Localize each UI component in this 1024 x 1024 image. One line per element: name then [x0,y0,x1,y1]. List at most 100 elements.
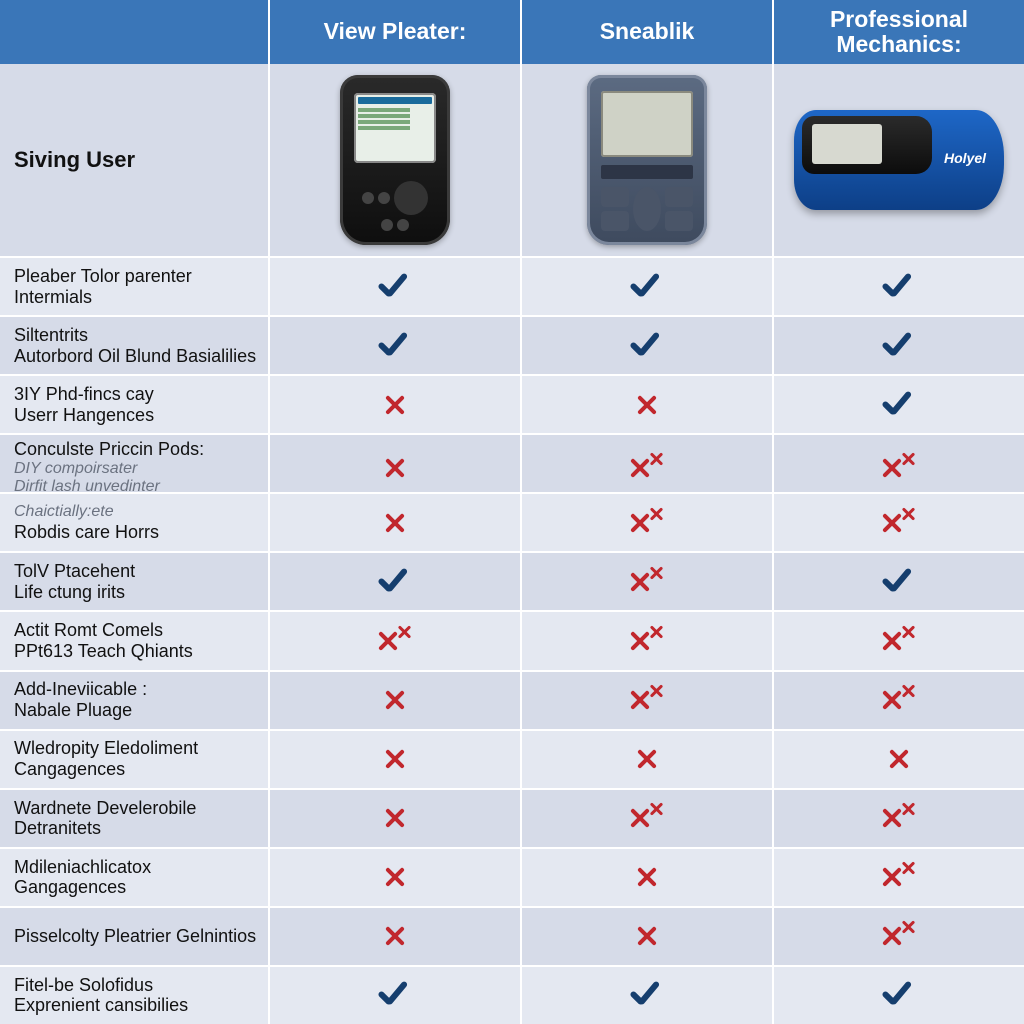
feature-cell [268,906,520,965]
cross-icon [629,512,665,534]
feature-label: Add-Ineviicable :Nabale Pluage [0,670,268,729]
table-row: Conculste Priccin Pods:DIY compoirsaterD… [0,433,1024,492]
check-icon [376,980,414,1010]
cross-icon [384,394,406,416]
cross-icon [636,866,658,888]
cross-icon [629,571,665,593]
feature-cell [772,729,1024,788]
table-row: TolV PtacehentLife ctung irits [0,551,1024,610]
check-icon [880,567,918,597]
check-icon [376,272,414,302]
feature-label: Wledropity Eledoliment Cangagences [0,729,268,788]
table-row: Fitel-be SolofidusExprenient cansibilies [0,965,1024,1024]
header-row: View Pleater: Sneablik Professional Mech… [0,0,1024,64]
cross-icon [384,866,406,888]
cross-icon [629,630,665,652]
feature-cell [772,374,1024,433]
cross-icon [881,457,917,479]
table-row: Chaictially:eteRobdis care Horrs [0,492,1024,551]
table-row: Add-Ineviicable :Nabale Pluage [0,670,1024,729]
cross-icon [384,457,406,479]
feature-rows: Pleaber Tolor parenter IntermialsSiltent… [0,256,1024,1024]
feature-cell [520,610,772,669]
cross-icon [881,925,917,947]
cross-icon [384,689,406,711]
device-1-image [340,75,450,245]
feature-cell [772,610,1024,669]
device-cell-1 [268,64,520,256]
table-row: SiltentritsAutorbord Oil Blund Basialili… [0,315,1024,374]
image-row: Siving User Holyel [0,64,1024,256]
feature-label: 3IY Phd-fincs cayUserr Hangences [0,374,268,433]
feature-cell [520,315,772,374]
check-icon [376,567,414,597]
table-row: Pleaber Tolor parenter Intermials [0,256,1024,315]
feature-label: Chaictially:eteRobdis care Horrs [0,492,268,551]
row-label: Siving User [0,64,268,256]
feature-label: Mdileniachlicatox Gangagences [0,847,268,906]
cross-icon [881,630,917,652]
feature-cell [520,788,772,847]
check-icon [628,272,666,302]
feature-cell [520,670,772,729]
comparison-table: View Pleater: Sneablik Professional Mech… [0,0,1024,1024]
table-row: Mdileniachlicatox Gangagences [0,847,1024,906]
check-icon [628,331,666,361]
feature-label: Actit Romt ComelsPPt613 Teach Qhiants [0,610,268,669]
feature-cell [772,433,1024,500]
check-icon [880,272,918,302]
cross-icon [881,689,917,711]
feature-cell [520,906,772,965]
check-icon [880,331,918,361]
cross-icon [629,689,665,711]
feature-cell [268,256,520,315]
feature-cell [772,551,1024,610]
table-row: 3IY Phd-fincs cayUserr Hangences [0,374,1024,433]
cross-icon [881,866,917,888]
check-icon [376,331,414,361]
feature-cell [268,551,520,610]
feature-label: Conculste Priccin Pods:DIY compoirsaterD… [0,433,268,500]
cross-icon [881,807,917,829]
cross-icon [377,630,413,652]
cross-icon [384,748,406,770]
feature-cell [268,610,520,669]
check-icon [880,390,918,420]
header-blank [0,0,268,64]
cross-icon [888,748,910,770]
table-row: Pisselcolty Pleatrier Gelnintios [0,906,1024,965]
feature-cell [268,433,520,500]
feature-label: Pisselcolty Pleatrier Gelnintios [0,906,268,965]
device-cell-2 [520,64,772,256]
feature-cell [520,847,772,906]
header-col-1: View Pleater: [268,0,520,64]
feature-label: TolV PtacehentLife ctung irits [0,551,268,610]
cross-icon [636,748,658,770]
feature-cell [268,374,520,433]
cross-icon [629,807,665,829]
feature-cell [268,729,520,788]
feature-cell [772,906,1024,965]
device-3-image: Holyel [794,110,1004,210]
feature-cell [520,965,772,1024]
feature-label: SiltentritsAutorbord Oil Blund Basialili… [0,315,268,374]
cross-icon [384,807,406,829]
feature-cell [772,965,1024,1024]
feature-cell [772,256,1024,315]
feature-cell [520,374,772,433]
feature-label: Fitel-be SolofidusExprenient cansibilies [0,965,268,1024]
cross-icon [384,925,406,947]
feature-cell [772,788,1024,847]
header-col-3: Professional Mechanics: [772,0,1024,64]
device-cell-3: Holyel [772,64,1024,256]
feature-cell [520,256,772,315]
table-row: Actit Romt ComelsPPt613 Teach Qhiants [0,610,1024,669]
table-row: Wledropity Eledoliment Cangagences [0,729,1024,788]
check-icon [880,980,918,1010]
feature-cell [268,492,520,551]
feature-cell [772,670,1024,729]
device-3-logo: Holyel [944,150,986,166]
feature-cell [268,315,520,374]
cross-icon [629,457,665,479]
feature-cell [772,847,1024,906]
